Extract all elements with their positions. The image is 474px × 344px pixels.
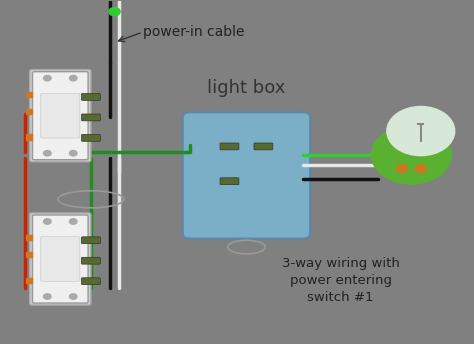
FancyBboxPatch shape bbox=[82, 257, 100, 264]
Circle shape bbox=[44, 219, 51, 224]
Bar bbox=[26, 252, 32, 257]
FancyBboxPatch shape bbox=[41, 93, 80, 138]
Text: light box: light box bbox=[207, 79, 286, 97]
Circle shape bbox=[396, 164, 408, 173]
Text: 3-way wiring with
power entering
switch #1: 3-way wiring with power entering switch … bbox=[282, 257, 400, 304]
Bar bbox=[26, 134, 32, 140]
Bar bbox=[26, 109, 32, 114]
FancyBboxPatch shape bbox=[220, 143, 239, 150]
FancyBboxPatch shape bbox=[82, 114, 100, 121]
Bar bbox=[26, 278, 32, 283]
FancyBboxPatch shape bbox=[82, 237, 100, 244]
Circle shape bbox=[387, 107, 455, 155]
FancyBboxPatch shape bbox=[82, 278, 100, 284]
Circle shape bbox=[44, 294, 51, 299]
FancyBboxPatch shape bbox=[254, 143, 273, 150]
Bar bbox=[26, 92, 32, 97]
Circle shape bbox=[70, 151, 77, 156]
FancyBboxPatch shape bbox=[183, 112, 310, 238]
FancyBboxPatch shape bbox=[82, 135, 100, 141]
Circle shape bbox=[70, 294, 77, 299]
Circle shape bbox=[70, 75, 77, 81]
FancyBboxPatch shape bbox=[30, 213, 91, 305]
Text: power-in cable: power-in cable bbox=[143, 25, 244, 39]
Circle shape bbox=[44, 75, 51, 81]
Circle shape bbox=[371, 126, 451, 184]
Circle shape bbox=[109, 8, 120, 16]
FancyBboxPatch shape bbox=[41, 237, 80, 281]
FancyBboxPatch shape bbox=[220, 178, 239, 185]
FancyBboxPatch shape bbox=[33, 72, 88, 160]
Circle shape bbox=[415, 164, 427, 173]
Circle shape bbox=[44, 151, 51, 156]
Circle shape bbox=[70, 219, 77, 224]
FancyBboxPatch shape bbox=[30, 69, 91, 162]
FancyBboxPatch shape bbox=[82, 94, 100, 100]
Bar bbox=[26, 235, 32, 240]
FancyBboxPatch shape bbox=[33, 215, 88, 303]
